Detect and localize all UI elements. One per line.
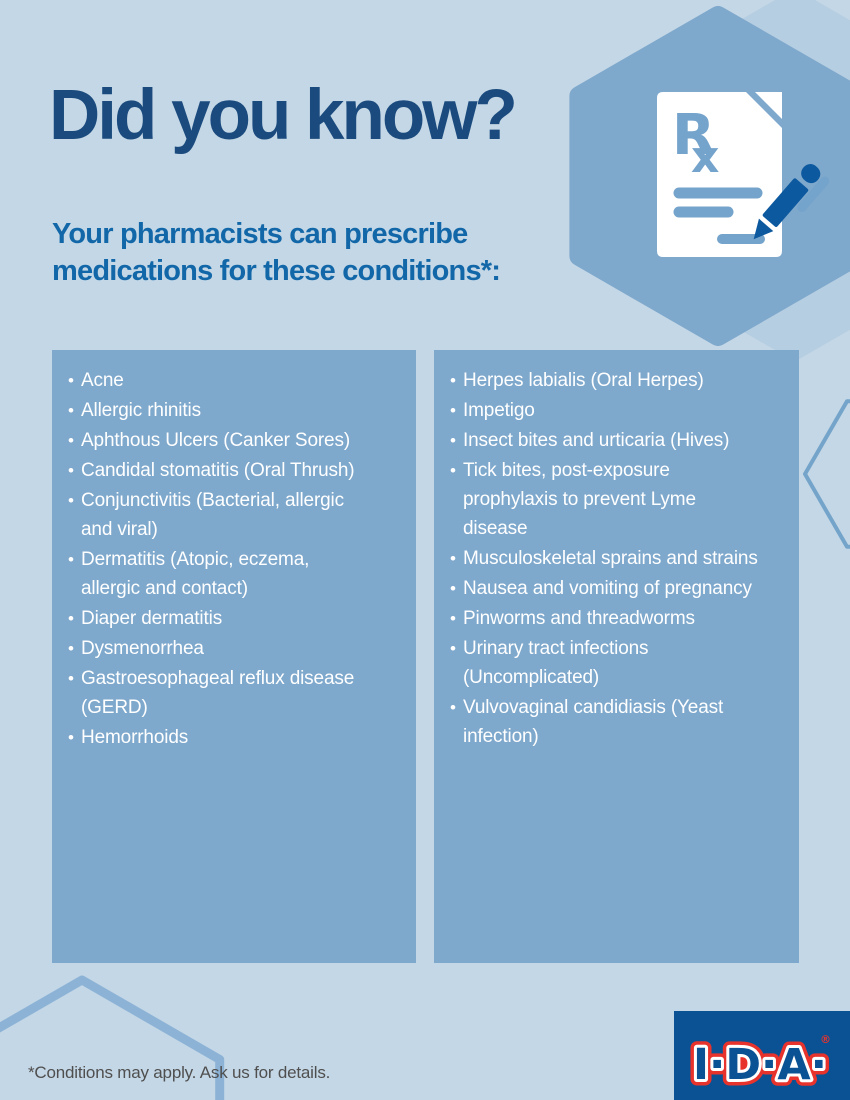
condition-list-item: Herpes labialis (Oral Herpes): [450, 366, 795, 395]
condition-list-item: Dermatitis (Atopic, eczema, allergic and…: [68, 545, 412, 603]
header: Did you know?: [49, 76, 518, 155]
condition-list-item: Aphthous Ulcers (Canker Sores): [68, 426, 412, 455]
condition-list-item: Nausea and vomiting of pregnancy: [450, 574, 795, 603]
document-fold-corner: [755, 92, 782, 119]
condition-list-item: Pinworms and threadworms: [450, 604, 795, 633]
condition-list-item: Diaper dermatitis: [68, 604, 412, 633]
ida-logo-registered-mark: ®: [820, 1033, 831, 1046]
ida-logo-graphic: I·D·A· I·D·A· I·D·A· ®: [687, 1033, 834, 1097]
pen-tip: [753, 218, 774, 240]
condition-list-item: Gastroesophageal reflux disease (GERD): [68, 664, 412, 722]
conditions-panel-right: Herpes labialis (Oral Herpes)ImpetigoIns…: [434, 350, 799, 963]
footnote: *Conditions may apply. Ask us for detail…: [28, 1063, 331, 1082]
page-title: Did you know?: [49, 76, 518, 155]
condition-list-item: Allergic rhinitis: [68, 396, 412, 425]
rx-document-icon: R x: [657, 92, 830, 257]
condition-list-item: Musculoskeletal sprains and strains: [450, 544, 795, 573]
ida-logo-outline-red: I·D·A·: [693, 1040, 827, 1090]
condition-list-item: Urinary tract infections (Uncomplicated): [450, 634, 795, 692]
condition-list-item: Hemorrhoids: [68, 723, 412, 752]
page-subtitle: Your pharmacists can prescribe medication…: [52, 216, 501, 290]
hexagon-outline-right: [803, 399, 850, 549]
subtitle-line-2: medications for these conditions*:: [52, 255, 501, 287]
hexagon-outline-bottom-left: [0, 975, 225, 1100]
pen-body: [762, 178, 809, 227]
ida-logo: I·D·A· I·D·A· I·D·A· ®: [674, 1011, 850, 1100]
condition-list-item: Acne: [68, 366, 412, 395]
rx-symbol-r: R: [672, 103, 715, 168]
conditions-list-left: AcneAllergic rhinitisAphthous Ulcers (Ca…: [52, 350, 416, 752]
subtitle-line-1: Your pharmacists can prescribe: [52, 218, 468, 250]
ida-logo-outline-white: I·D·A·: [693, 1040, 827, 1090]
pen-icon: [753, 164, 830, 240]
condition-list-item: Conjunctivitis (Bacterial, allergic and …: [68, 486, 412, 544]
rx-symbol-x: x: [691, 132, 719, 183]
condition-list-item: Candidal stomatitis (Oral Thrush): [68, 456, 412, 485]
condition-list-item: Vulvovaginal candidiasis (Yeast infectio…: [450, 693, 795, 751]
conditions-panel-left: AcneAllergic rhinitisAphthous Ulcers (Ca…: [52, 350, 416, 963]
pen-cap-end: [801, 164, 821, 184]
condition-list-item: Impetigo: [450, 396, 795, 425]
conditions-list-right: Herpes labialis (Oral Herpes)ImpetigoIns…: [434, 350, 799, 751]
ida-logo-letters: I·D·A·: [693, 1040, 827, 1090]
pen-clip: [797, 176, 830, 213]
condition-list-item: Dysmenorrhea: [68, 634, 412, 663]
condition-list-item: Insect bites and urticaria (Hives): [450, 426, 795, 455]
condition-list-item: Tick bites, post-exposure prophylaxis to…: [450, 456, 795, 543]
